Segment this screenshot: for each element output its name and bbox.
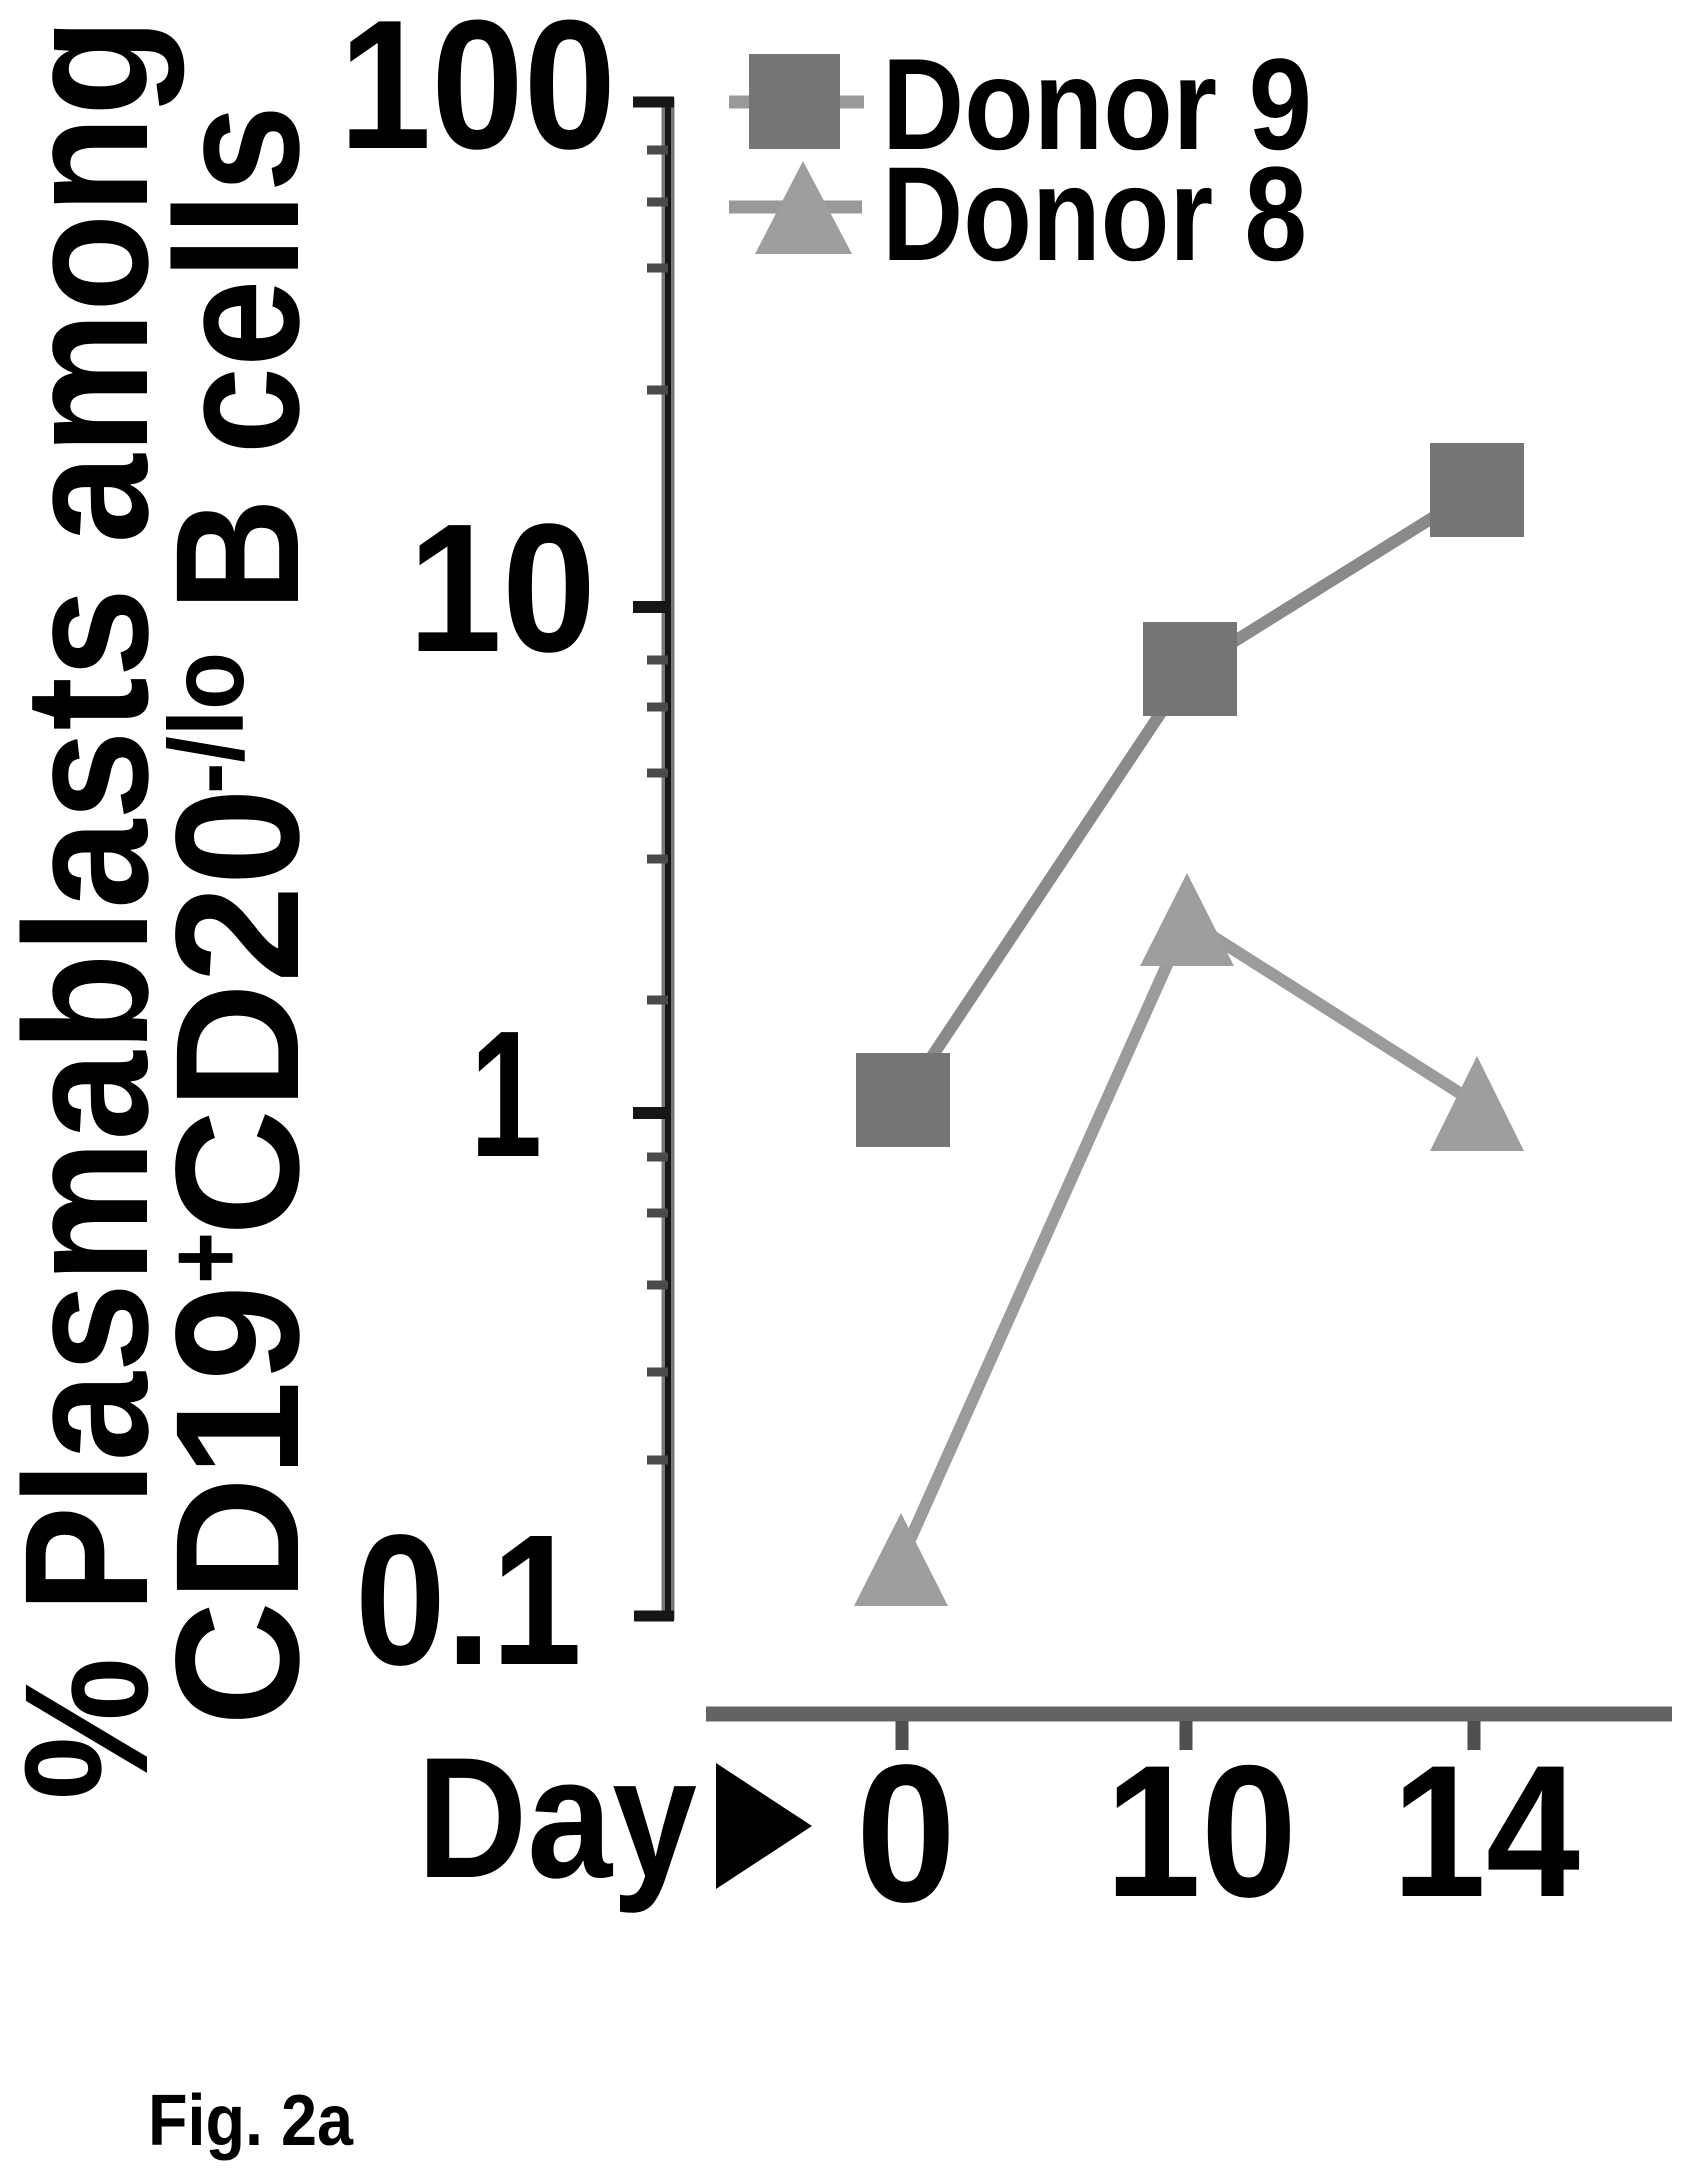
svg-text:10: 10: [408, 485, 596, 690]
svg-text:Donor 8: Donor 8: [882, 140, 1307, 289]
svg-text:14: 14: [1392, 1726, 1580, 1936]
svg-text:+: +: [146, 1232, 264, 1284]
svg-text:10: 10: [1105, 1726, 1297, 1936]
svg-text:1: 1: [470, 994, 542, 1195]
svg-text:B cells: B cells: [140, 105, 336, 655]
svg-text:CD20: CD20: [140, 788, 336, 1236]
svg-text:% Plasmablasts among: % Plasmablasts among: [0, 18, 185, 1800]
svg-text:0.1: 0.1: [355, 1497, 582, 1704]
svg-text:Day: Day: [417, 1722, 697, 1914]
svg-text:Donor 9: Donor 9: [882, 31, 1312, 177]
svg-text:CD19: CD19: [140, 1285, 336, 1726]
svg-text:100: 100: [339, 0, 616, 187]
svg-text:-/lo: -/lo: [148, 652, 266, 794]
svg-text:0: 0: [856, 1724, 956, 1943]
svg-text:Fig. 2a: Fig. 2a: [148, 2081, 354, 2161]
